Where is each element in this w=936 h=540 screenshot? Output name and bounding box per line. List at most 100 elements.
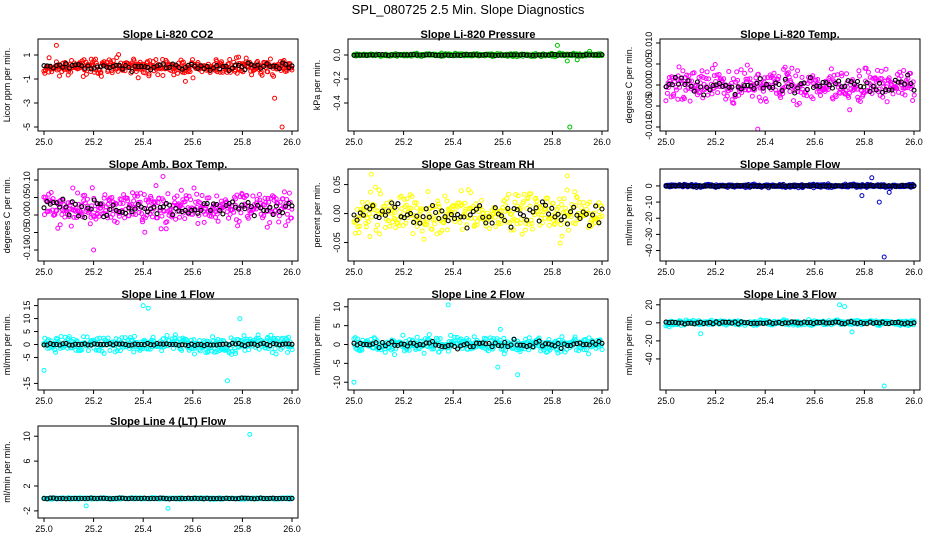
colored-point [132,333,137,339]
mean-point [691,321,697,327]
colored-point [355,336,361,342]
colored-point [184,337,189,343]
mean-point [455,52,461,58]
mean-point [417,52,423,58]
mean-point [401,215,407,221]
mean-point [126,342,132,348]
colored-point [898,73,904,79]
mean-point [239,64,245,70]
mean-point [682,321,688,327]
y-tick-label: 0.05 [22,189,32,207]
y-tick-label: -0.05 [332,232,342,253]
colored-point [452,209,458,215]
mean-point [270,212,276,218]
colored-point [583,347,589,353]
mean-point [701,183,707,189]
colored-point [426,332,432,338]
mean-point [889,183,895,189]
x-tick-label: 26.0 [593,137,611,147]
mean-point [420,214,426,220]
colored-point [709,66,715,71]
colored-point [738,67,744,73]
colored-point [267,220,273,226]
colored-point [442,193,448,199]
mean-point [908,81,914,87]
mean-point [258,341,264,347]
mean-point [376,215,382,221]
colored-point [191,351,197,357]
mean-point [867,88,873,95]
mean-point [145,64,151,70]
colored-point [747,76,753,82]
mean-point [574,212,580,218]
mean-point [429,338,436,345]
colored-point [884,84,889,90]
colored-point [530,226,535,232]
colored-point [703,76,709,82]
colored-point [424,222,430,228]
mean-point [151,496,157,502]
data-points [41,303,295,384]
mean-point [245,495,251,501]
outlier-point [351,379,357,385]
colored-point [177,214,183,220]
mean-point [517,342,523,348]
colored-point [232,348,238,354]
colored-point [664,90,670,96]
x-tick-label: 25.2 [395,267,413,277]
mean-point [792,183,798,189]
mean-point [716,183,722,189]
colored-point [839,73,845,79]
y-tick-label: -40 [644,352,654,365]
mean-point [839,320,845,326]
mean-point [911,183,917,189]
mean-point [486,214,492,220]
mean-point [763,183,770,189]
mean-point [354,217,360,223]
colored-point [721,90,727,96]
mean-point [729,183,735,189]
colored-point [573,347,579,353]
colored-point [412,200,418,206]
x-tick-label: 25.8 [234,524,252,534]
mean-point [88,206,94,212]
mean-point [895,183,901,189]
y-tick-label: -3 [22,99,32,107]
mean-point [854,320,861,327]
mean-point [489,220,495,226]
mean-point [498,343,505,349]
colored-point [526,335,532,341]
mean-point [167,341,173,348]
colored-point [117,348,123,354]
outlier-point [237,316,243,322]
mean-point [407,52,414,58]
colored-point [856,68,862,74]
mean-point [527,52,533,58]
outlier-point [140,303,146,309]
mean-point [461,52,467,58]
mean-point [148,342,154,348]
colored-point [715,90,721,96]
x-tick-label: 25.2 [707,396,725,406]
mean-point [195,210,201,216]
colored-point [598,203,604,209]
mean-point [895,79,901,85]
mean-point [157,341,163,347]
plot-frame [347,38,609,132]
y-tick-label: 10 [22,431,32,441]
colored-point [815,77,821,82]
mean-point [129,342,135,348]
mean-point [842,183,848,189]
mean-point [451,52,458,58]
outlier-point [145,305,151,311]
mean-point [814,83,820,89]
x-tick-label: 25.6 [494,396,512,406]
mean-point [785,183,791,189]
mean-point [726,183,732,189]
colored-point [289,206,295,212]
mean-point [826,320,832,326]
colored-point [276,219,282,225]
colored-point [356,230,362,236]
colored-point [373,184,378,190]
colored-point [155,72,161,78]
